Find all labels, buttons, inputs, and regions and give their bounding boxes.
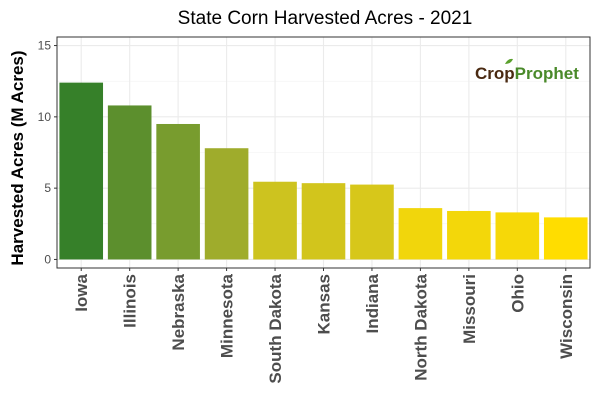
x-tick-label: Wisconsin [557, 274, 576, 359]
x-tick-label: South Dakota [266, 273, 285, 383]
x-tick-label: Minnesota [218, 273, 237, 358]
bar-north-dakota [398, 208, 443, 260]
x-tick-label: Illinois [121, 274, 140, 328]
bar-wisconsin [543, 217, 588, 260]
x-tick-label: Nebraska [169, 273, 188, 350]
x-tick-label: Iowa [72, 273, 91, 311]
x-tick-label: North Dakota [411, 273, 430, 380]
bar-minnesota [204, 148, 249, 260]
leaf-icon [505, 58, 513, 64]
x-tick-label: Ohio [508, 274, 527, 313]
x-tick-label: Kansas [315, 274, 334, 334]
cropprophet-logo: CropProphet [475, 58, 579, 83]
bar-illinois [107, 105, 152, 260]
y-tick-label: 15 [38, 39, 52, 53]
chart-title: State Corn Harvested Acres - 2021 [178, 8, 473, 29]
bar-nebraska [156, 123, 200, 260]
bar-indiana [350, 184, 394, 260]
logo-crop-text: Crop [475, 64, 515, 83]
x-tick-label: Missouri [460, 274, 479, 344]
bar-south-dakota [253, 181, 297, 260]
bar-ohio [495, 212, 540, 260]
x-tick-label: Indiana [363, 273, 382, 333]
svg-text:CropProphet: CropProphet [475, 64, 579, 83]
y-tick-label: 10 [38, 110, 52, 124]
y-axis-label: Harvested Acres (M Acres) [8, 50, 27, 265]
bar-kansas [301, 183, 346, 260]
y-tick-label: 0 [44, 252, 51, 266]
logo-prophet-text: Prophet [515, 64, 580, 83]
plot-panel: 0 5 10 15 Iowa Illinois Nebraska Minnesota South… [38, 36, 591, 384]
bar-missouri [447, 210, 491, 260]
y-tick-label: 5 [44, 181, 51, 195]
bar-iowa [59, 82, 104, 260]
